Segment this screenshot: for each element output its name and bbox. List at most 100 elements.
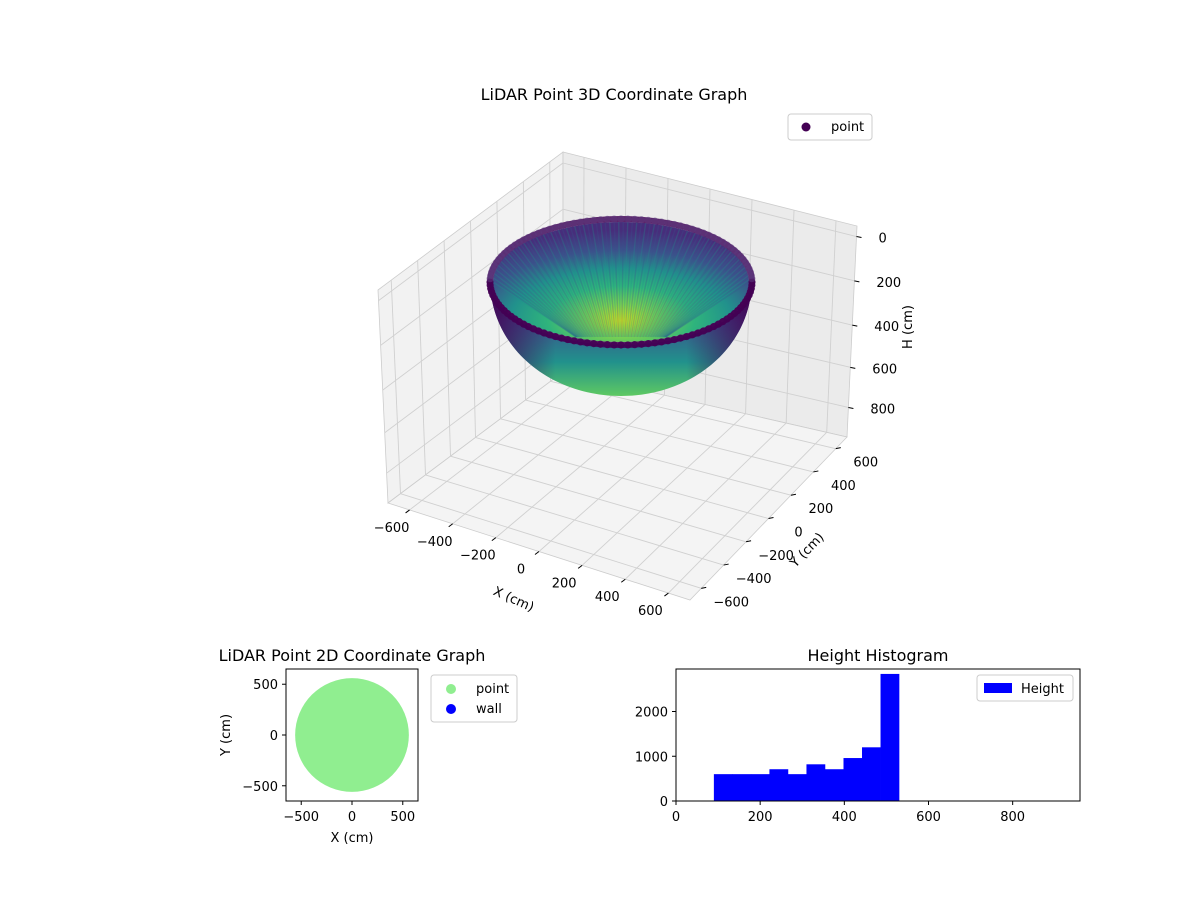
chart-height-histogram: Height Histogram 0 200 400 600 800010002000 … bbox=[635, 646, 1081, 825]
3d-point-cloud bbox=[486, 215, 756, 396]
2d-x-tick-label: −500 bbox=[283, 810, 319, 825]
hist-x-tick-label: 0 bbox=[672, 810, 680, 825]
x-tick-mark bbox=[534, 551, 540, 555]
2d-legend-marker-wall bbox=[446, 704, 456, 714]
rim-point bbox=[688, 225, 696, 233]
bowl-stripe bbox=[654, 242, 719, 338]
rim-point bbox=[557, 334, 566, 342]
rim-point bbox=[570, 219, 578, 227]
bowl-stripe bbox=[609, 222, 618, 338]
bowl-stripe bbox=[636, 225, 669, 338]
hist-y-tick-label: 1000 bbox=[635, 750, 668, 765]
bowl-stripe bbox=[660, 254, 737, 338]
bowl-stripe bbox=[651, 238, 710, 338]
bowl-inner-surface bbox=[493, 222, 749, 342]
bowl-stripe bbox=[549, 231, 597, 338]
rim-point bbox=[631, 341, 639, 349]
rim-point bbox=[557, 222, 566, 230]
bowl-stripe bbox=[523, 242, 588, 338]
3d-x-ticks: −600 −400 −200 0 200 400 600 bbox=[374, 509, 669, 619]
grid-line-z-back bbox=[562, 162, 857, 237]
bowl-stripe bbox=[517, 245, 586, 338]
2d-ticks: −500 0 500 500 0 −500 bbox=[242, 678, 415, 825]
y-tick-label: 400 bbox=[831, 479, 856, 494]
2d-plot-area bbox=[295, 678, 409, 792]
rim-point bbox=[551, 332, 560, 341]
bowl-stripe bbox=[573, 225, 606, 338]
2d-x-tick-label: 0 bbox=[348, 810, 356, 825]
x-tick-label: 600 bbox=[638, 604, 663, 619]
x-tick-label: −400 bbox=[417, 535, 453, 550]
bowl-stripe bbox=[600, 222, 615, 338]
rim-point bbox=[670, 335, 678, 344]
bowl-stripe bbox=[493, 281, 577, 338]
rim-point bbox=[664, 337, 672, 345]
bowl-stripe bbox=[500, 260, 580, 338]
y-tick-mark bbox=[790, 493, 797, 496]
y-tick-label: −400 bbox=[736, 572, 772, 587]
hist-axes-frame bbox=[675, 668, 1081, 802]
bowl-stripe bbox=[493, 279, 577, 338]
bowl-stripe bbox=[653, 241, 717, 338]
bowl-stripe bbox=[542, 234, 595, 338]
grid-line-y-left bbox=[470, 220, 476, 438]
z-tick-mark bbox=[850, 366, 856, 369]
2d-legend-label-point: point bbox=[476, 682, 509, 697]
hist-bars bbox=[713, 673, 900, 801]
hist-bar bbox=[787, 774, 807, 801]
bowl-stripe bbox=[569, 226, 604, 338]
hist-bar bbox=[713, 774, 733, 801]
z-tick-label: 0 bbox=[879, 232, 887, 247]
hist-chart-title: Height Histogram bbox=[808, 646, 949, 665]
rim-point bbox=[694, 227, 702, 235]
bowl-stripe bbox=[657, 247, 728, 338]
rim-point bbox=[651, 217, 659, 225]
rim-point bbox=[688, 331, 696, 339]
bowl-stripe bbox=[497, 264, 579, 338]
rim-point bbox=[631, 215, 639, 223]
bowl-stripe bbox=[532, 238, 591, 338]
rim-point bbox=[694, 329, 702, 337]
bowl-stripe bbox=[648, 235, 703, 338]
3d-pane-floor bbox=[387, 371, 848, 601]
hist-bar bbox=[843, 758, 863, 801]
2d-x-tick-label: 500 bbox=[390, 810, 415, 825]
bowl-stripe bbox=[663, 262, 744, 338]
rim-point bbox=[682, 332, 691, 341]
grid-line-x-back bbox=[826, 220, 837, 433]
bowl-stripe bbox=[546, 232, 596, 338]
y-tick-mark bbox=[813, 470, 819, 473]
bowl-stripe bbox=[658, 249, 730, 338]
z-tick-mark bbox=[856, 236, 862, 239]
bowl-stripe bbox=[509, 251, 583, 338]
bowl-stripe bbox=[507, 253, 583, 338]
hist-x-tick-label: 200 bbox=[748, 810, 773, 825]
bowl-stripe bbox=[632, 223, 656, 338]
rim-point bbox=[610, 215, 618, 223]
rim-point bbox=[564, 335, 572, 344]
grid-line-y-left bbox=[443, 240, 451, 457]
x-tick-mark bbox=[577, 564, 583, 569]
z-tick-mark bbox=[854, 280, 860, 283]
bowl-stripe bbox=[659, 253, 735, 338]
bowl-stripe bbox=[655, 244, 722, 338]
bowl-stripe bbox=[659, 251, 733, 338]
bowl-stripe bbox=[591, 223, 612, 338]
2d-x-axis-label: X (cm) bbox=[331, 831, 374, 846]
z-tick-label: 800 bbox=[870, 402, 895, 417]
2d-y-axis-label: Y (cm) bbox=[219, 714, 234, 757]
hist-legend-patch bbox=[984, 683, 1012, 693]
rim-point bbox=[676, 222, 685, 230]
bowl-stripe bbox=[633, 224, 660, 338]
y-tick-mark bbox=[701, 586, 707, 589]
rim-point bbox=[564, 220, 572, 229]
bowl-stripe bbox=[635, 225, 664, 338]
x-tick-label: 200 bbox=[552, 576, 577, 591]
rim-point bbox=[664, 219, 672, 227]
bowl-stripe bbox=[650, 236, 707, 338]
x-tick-label: 0 bbox=[517, 563, 525, 578]
rim-point bbox=[576, 218, 585, 226]
rim-point bbox=[546, 331, 554, 339]
3d-z-ticks: 0 200 400 600 800 bbox=[848, 232, 901, 417]
